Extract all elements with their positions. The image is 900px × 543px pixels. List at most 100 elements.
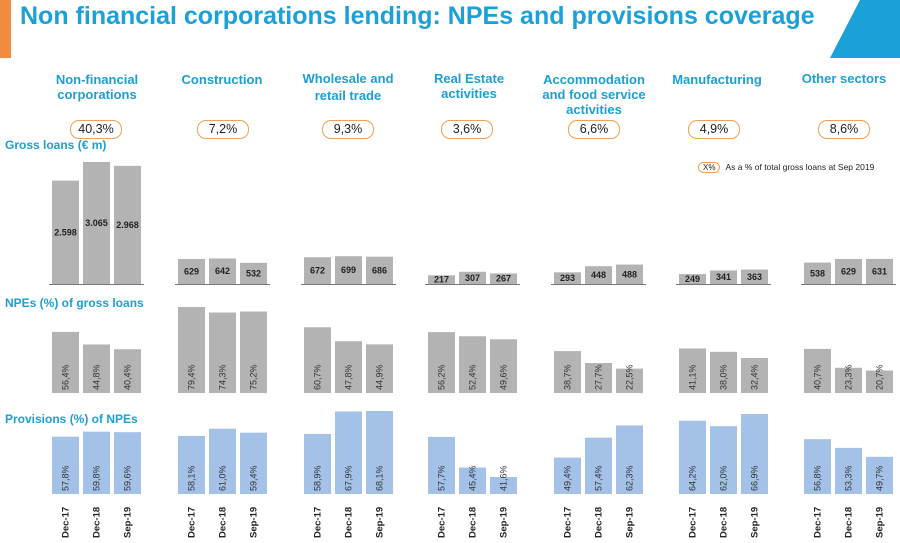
data-label-provisions: 62,3% <box>625 465 635 491</box>
sector-name-other: Other sectors <box>801 71 887 86</box>
data-label-gross-loans: 629 <box>841 266 856 276</box>
data-label-provisions: 67,9% <box>344 465 354 491</box>
bar-gross-loans-manufacturing-1 <box>710 270 737 284</box>
bar-npes-wholesale-and-retail-trade-0 <box>304 327 331 393</box>
share-badge-manufacturing: 4,9% <box>688 120 740 139</box>
data-label-npes: 56,2% <box>437 364 447 390</box>
data-label-provisions: 53,3% <box>844 465 854 491</box>
data-label-provisions: 66,9% <box>750 465 760 491</box>
bar-gross-loans-accommodation-and-food-service-activities-0 <box>554 272 581 284</box>
bar-gross-loans-non-financial-corporations-1 <box>83 162 110 284</box>
x-tick-label: Dec-17 <box>563 507 574 538</box>
bar-provisions-non-financial-corporations-0 <box>52 436 79 494</box>
bar-provisions-other-sectors-1 <box>835 447 862 494</box>
data-label-provisions: 57,4% <box>594 465 604 491</box>
x-tick-label: Dec-18 <box>719 507 730 538</box>
data-label-provisions: 57,8% <box>61 465 71 491</box>
data-label-gross-loans: 538 <box>810 268 825 278</box>
data-label-npes: 23,3% <box>844 364 854 390</box>
bar-provisions-wholesale-and-retail-trade-0 <box>304 433 331 494</box>
x-tick-label: Sep-19 <box>249 507 260 538</box>
x-tick-label: Dec-18 <box>844 507 855 538</box>
data-label-gross-loans: 686 <box>372 265 387 275</box>
data-label-gross-loans: 629 <box>184 266 199 276</box>
data-label-gross-loans: 488 <box>622 269 637 279</box>
data-label-gross-loans: 672 <box>310 266 325 276</box>
sector-name-wholesale: Wholesale and retail trade <box>302 71 394 103</box>
data-label-npes: 79,4% <box>187 364 197 390</box>
share-badge-real-estate: 3,6% <box>441 120 493 139</box>
data-label-gross-loans: 341 <box>716 272 731 282</box>
bar-provisions-manufacturing-0 <box>679 420 706 494</box>
bar-gross-loans-construction-0 <box>178 258 205 284</box>
data-label-provisions: 56,8% <box>813 465 823 491</box>
data-label-provisions: 49,7% <box>875 465 885 491</box>
section-title-npes: NPEs (%) of gross loans <box>5 296 144 310</box>
x-tick-label: Sep-19 <box>375 507 386 538</box>
bar-gross-loans-manufacturing-0 <box>679 274 706 284</box>
legend-badge: X% <box>698 162 721 173</box>
bar-npes-construction-2 <box>240 311 267 393</box>
page-title: Non financial corporations lending: NPEs… <box>20 2 815 30</box>
bar-gross-loans-construction-1 <box>209 258 236 284</box>
data-label-npes: 27,7% <box>594 364 604 390</box>
data-label-gross-loans: 642 <box>215 266 230 276</box>
data-label-npes: 32,4% <box>750 364 760 390</box>
data-label-npes: 40,7% <box>813 364 823 390</box>
data-label-npes: 20,7% <box>875 364 885 390</box>
bar-npes-accommodation-and-food-service-activities-2 <box>616 368 643 393</box>
bar-gross-loans-construction-2 <box>240 262 267 284</box>
data-label-npes: 56,4% <box>61 364 71 390</box>
bar-provisions-accommodation-and-food-service-activities-2 <box>616 425 643 494</box>
bar-provisions-accommodation-and-food-service-activities-1 <box>585 437 612 494</box>
bar-npes-manufacturing-2 <box>741 357 768 393</box>
bar-npes-real-estate-activities-0 <box>428 332 455 393</box>
bar-gross-loans-manufacturing-2 <box>741 269 768 284</box>
data-label-npes: 40,4% <box>123 364 133 390</box>
bar-provisions-non-financial-corporations-1 <box>83 431 110 494</box>
sector-name-accommodation: Accommodation and food service activitie… <box>542 72 646 117</box>
bar-gross-loans-real-estate-activities-2 <box>490 273 517 284</box>
data-label-npes: 74,3% <box>218 364 228 390</box>
bar-npes-accommodation-and-food-service-activities-0 <box>554 351 581 393</box>
data-label-provisions: 58,9% <box>313 465 323 491</box>
data-label-provisions: 61,0% <box>218 465 228 491</box>
bar-gross-loans-non-financial-corporations-2 <box>114 165 141 284</box>
sector-name-construction: Construction <box>181 72 263 87</box>
bar-gross-loans-real-estate-activities-0 <box>428 275 455 284</box>
bar-provisions-accommodation-and-food-service-activities-0 <box>554 457 581 494</box>
share-badge-other: 8,6% <box>818 120 870 139</box>
data-label-npes: 38,0% <box>719 364 729 390</box>
data-label-gross-loans: 631 <box>872 266 887 276</box>
bar-provisions-construction-1 <box>209 428 236 494</box>
sector-name-manufacturing: Manufacturing <box>672 72 762 87</box>
x-tick-label: Dec-17 <box>813 507 824 538</box>
data-label-provisions: 49,4% <box>563 465 573 491</box>
bar-provisions-other-sectors-0 <box>804 439 831 494</box>
bar-npes-manufacturing-1 <box>710 351 737 393</box>
corner-decoration <box>830 0 900 58</box>
bar-provisions-non-financial-corporations-2 <box>114 432 141 494</box>
x-tick-label: Dec-17 <box>688 507 699 538</box>
bar-provisions-wholesale-and-retail-trade-1 <box>335 411 362 494</box>
data-label-gross-loans: 267 <box>496 274 511 284</box>
bar-npes-manufacturing-0 <box>679 348 706 393</box>
x-tick-label: Dec-17 <box>187 507 198 538</box>
x-tick-label: Dec-18 <box>468 507 479 538</box>
data-label-npes: 41,1% <box>688 364 698 390</box>
section-title-provisions: Provisions (%) of NPEs <box>5 412 138 426</box>
data-label-provisions: 45,4% <box>468 465 478 491</box>
data-label-provisions: 41,6% <box>499 465 509 491</box>
data-label-gross-loans: 217 <box>434 275 449 285</box>
data-label-gross-loans: 249 <box>685 274 700 284</box>
data-label-npes: 38,7% <box>563 364 573 390</box>
bar-gross-loans-other-sectors-2 <box>866 258 893 284</box>
accent-bar <box>0 0 11 58</box>
x-tick-label: Sep-19 <box>750 507 761 538</box>
sector-name-real-estate: Real Estate activities <box>433 71 505 101</box>
bar-npes-real-estate-activities-1 <box>459 336 486 393</box>
share-badge-non-financial: 40,3% <box>70 120 122 139</box>
sector-name-non-financial: Non-financial corporations <box>55 72 139 102</box>
data-label-provisions: 57,7% <box>437 465 447 491</box>
